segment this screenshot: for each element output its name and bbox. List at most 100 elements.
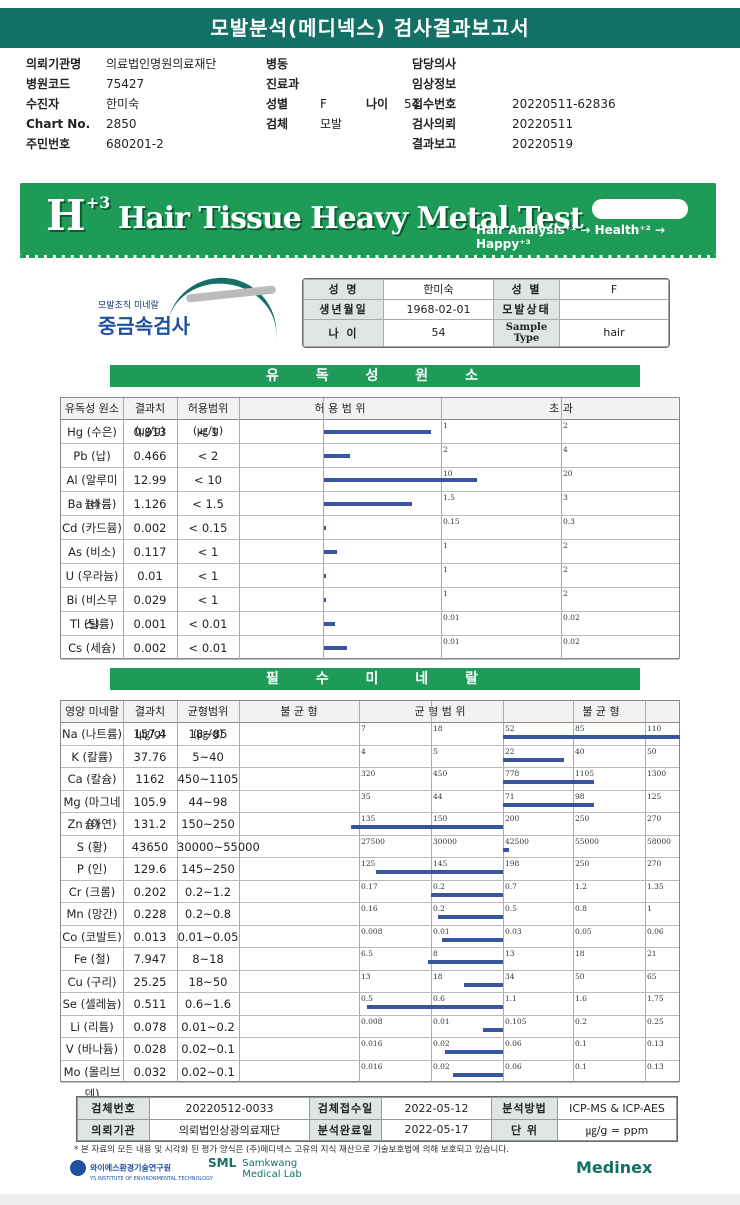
mineral-row: Co (코발트) 0.013 0.01~0.05 0.008 0.01 0.03 0.05 0… [61, 926, 679, 948]
tick-label: 10 [443, 469, 453, 478]
mineral-value-bar [445, 1050, 503, 1055]
toxic-value: 0.029 [133, 593, 167, 607]
tick-label: 200 [505, 814, 520, 823]
mineral-name: Mo (몰리브덴) [63, 1064, 121, 1102]
mineral-value-bar [431, 892, 503, 897]
banner-blank-pill [592, 199, 688, 219]
tick-label: 198 [505, 859, 520, 868]
tick-label: 0.05 [575, 926, 592, 936]
header-label: 병원코드 [26, 77, 71, 91]
mineral-row: Cr (크롬) 0.202 0.2~1.2 0.17 0.2 0.7 1.2 1.35 [61, 881, 679, 903]
header-value: 75427 [106, 77, 145, 91]
toxic-value-bar [324, 502, 412, 506]
tick-label: 8 [433, 949, 438, 958]
samkwang-logo: SML Samkwang Medical Lab [208, 1156, 302, 1180]
mineral-value: 43650 [131, 839, 169, 854]
tick-label: 250 [575, 814, 590, 823]
grid-line [431, 701, 432, 1083]
mineral-value-bar [437, 915, 503, 920]
mineral-range: 450~1105 [177, 772, 239, 786]
tick-label: 0.25 [647, 1016, 664, 1026]
mineral-value: 0.032 [133, 1064, 167, 1079]
mineral-name: Zn (아연) [67, 817, 117, 831]
tick-label: 320 [361, 769, 376, 778]
mineral-value-bar [503, 757, 565, 762]
tick-label: 0.01 [433, 926, 450, 936]
mineral-value: 7.947 [133, 952, 167, 966]
mineral-value: 0.511 [133, 997, 167, 1011]
toxic-row: Al (알루미늄) 12.99 < 10 10 20 [61, 468, 679, 511]
tick-label: 1 [443, 541, 448, 550]
toxic-row: Cd (카드뮴) 0.002 < 0.15 0.15 0.3 [61, 516, 679, 540]
mineral-name: Se (셀레늄) [62, 997, 122, 1011]
grid-line [573, 701, 574, 1083]
mineral-range: 5~40 [192, 749, 224, 764]
toxic-row: Pb (납) 0.466 < 2 2 4 [61, 444, 679, 468]
toxic-row: Bi (비스무스) 0.029 < 1 1 2 [61, 588, 679, 631]
tick-label: 0.1 [575, 1061, 587, 1071]
header-row: 병원코드 75427 진료과 임상정보 [26, 74, 716, 94]
tick-label: 13 [361, 971, 371, 981]
toxic-name: As (비소) [68, 545, 116, 559]
toxic-header-cell: 결과치(㎍/g) [134, 402, 166, 437]
h3-logo: H+3 [46, 191, 111, 240]
mineral-table: 영양 미네랄 결과치(㎍/g) 균형범위(㎍/g) 불 균 형 균 형 범 위 불 균 형… [60, 700, 680, 1102]
toxic-section-title: 유 독 성 원 소 [110, 365, 640, 387]
toxic-name: Hg (수은) [67, 425, 117, 439]
mineral-range: 145~250 [181, 862, 235, 876]
report-title: 모발분석(메디넥스) 검사결과보고서 [0, 8, 740, 48]
toxic-range: < 0.15 [188, 521, 228, 535]
mineral-row: Fe (철) 7.947 8~18 6.5 8 13 18 21 [61, 948, 679, 971]
mineral-row: Mn (망간) 0.228 0.2~0.8 0.16 0.2 0.5 0.8 1 [61, 903, 679, 926]
toxic-value: 0.466 [133, 449, 167, 463]
header-label2: 검체 [266, 117, 289, 131]
tick-label: 0.01 [433, 1016, 450, 1026]
tick-label: 0.17 [361, 881, 378, 891]
dashed-divider [20, 255, 716, 261]
tick-label: 44 [433, 791, 443, 801]
header-label3: 접수번호 [412, 97, 457, 111]
header-row: 의뢰기관명 의료법인명원의료재단 병동 담당의사 [26, 54, 716, 74]
toxic-row: As (비소) 0.117 < 1 1 2 [61, 540, 679, 564]
tick-label: 1.35 [647, 881, 664, 891]
tick-label: 0.06 [647, 926, 664, 936]
tick-label: 0.5 [505, 904, 517, 913]
toxic-value-bar [324, 478, 477, 482]
tick-label: 1 [443, 421, 448, 430]
tick-label: 450 [433, 769, 448, 778]
tick-label: 40 [575, 746, 585, 756]
mineral-section-title: 필 수 미 네 랄 [110, 668, 640, 690]
tick-label: 1.2 [575, 881, 587, 891]
tick-label: 4 [361, 746, 366, 756]
tick-label: 5 [433, 746, 438, 756]
header-value3: 20220519 [512, 137, 574, 151]
header-row: Chart No. 2850 검체 모발 검사의뢰 20220511 [26, 114, 716, 134]
tick-label: 3 [563, 493, 568, 502]
mineral-value: 37.76 [133, 749, 167, 764]
tick-label: 1105 [575, 769, 595, 778]
tick-label: 42500 [505, 836, 529, 846]
toxic-name: U (우라늄) [65, 569, 119, 583]
mineral-range: 18~85 [188, 727, 228, 741]
tick-label: 270 [647, 859, 662, 868]
tick-label: 18 [575, 949, 585, 958]
mineral-value: 0.028 [133, 1042, 167, 1056]
tick-label: 21 [647, 949, 657, 958]
toxic-row: Tl (탈륨) 0.001 < 0.01 0.01 0.02 [61, 612, 679, 636]
grid-line [441, 398, 442, 660]
mineral-row: V (바나듐) 0.028 0.02~0.1 0.016 0.02 0.06 0.1 0.13 [61, 1038, 679, 1061]
toxic-name: Pb (납) [73, 449, 111, 463]
header-label: Chart No. [26, 117, 91, 131]
tick-label: 0.01 [443, 613, 460, 622]
mineral-range: 0.2~1.2 [184, 884, 232, 899]
tick-label: 0.008 [361, 926, 383, 936]
header-label2: 진료과 [266, 77, 300, 91]
grid-line [645, 701, 646, 1083]
tick-label: 0.06 [505, 1039, 522, 1048]
tick-label: 50 [647, 746, 657, 756]
tick-label: 125 [647, 791, 662, 801]
tick-label: 0.13 [647, 1061, 664, 1071]
mineral-range: 30000~55000 [177, 839, 260, 854]
toxic-range: < 0.01 [188, 617, 228, 631]
